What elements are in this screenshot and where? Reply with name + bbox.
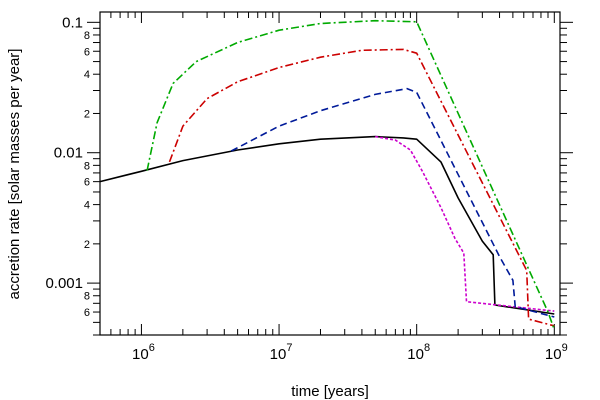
series-line-4	[168, 48, 555, 327]
plot-frame	[99, 11, 561, 336]
series-group	[99, 19, 556, 330]
x-tick-label-base: 10	[407, 346, 424, 363]
y-minor-tick-label: 8	[84, 291, 90, 303]
x-tick-label: 106	[132, 342, 155, 363]
y-minor-tick-label: 4	[84, 69, 90, 81]
series-line-3	[230, 87, 555, 318]
x-axis-label: time [years]	[291, 383, 369, 400]
x-tick-label: 109	[545, 342, 568, 363]
x-tick-label-exponent: 7	[286, 342, 292, 354]
axis-ticks	[87, 12, 573, 336]
y-minor-tick-label: 8	[84, 30, 90, 42]
series-line-1	[99, 135, 555, 315]
y-tick-label: 0.1	[62, 14, 83, 31]
x-tick-label-base: 10	[545, 346, 562, 363]
x-tick-label: 107	[270, 342, 293, 363]
x-tick-label-exponent: 8	[424, 342, 430, 354]
x-tick-label-exponent: 9	[562, 342, 568, 354]
y-minor-tick-label: 8	[84, 160, 90, 172]
y-axis-label: accretion rate [solar masses per year]	[6, 49, 23, 300]
y-minor-tick-label: 2	[84, 239, 90, 251]
y-tick-label: 0.01	[54, 145, 83, 162]
series-line-5	[146, 19, 556, 330]
x-tick-label-exponent: 6	[149, 342, 155, 354]
y-minor-tick-label: 4	[84, 200, 90, 212]
y-minor-tick-label: 6	[84, 46, 90, 58]
y-minor-tick-label: 6	[84, 177, 90, 189]
y-minor-tick-label: 6	[84, 307, 90, 319]
x-tick-label: 108	[407, 342, 430, 363]
y-minor-tick-label: 2	[84, 108, 90, 120]
x-tick-label-base: 10	[132, 346, 149, 363]
x-tick-label-base: 10	[270, 346, 287, 363]
y-tick-label: 0.001	[45, 275, 83, 292]
series-line-2	[375, 135, 555, 312]
